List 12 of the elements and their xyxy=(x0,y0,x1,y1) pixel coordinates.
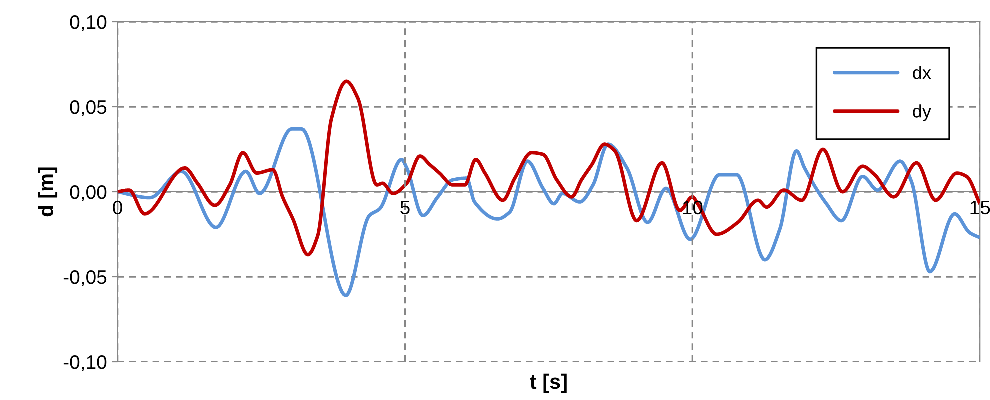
y-tick-label: -0,05 xyxy=(64,270,107,287)
x-tick-label: 5 xyxy=(400,201,410,215)
y-tick-label: -0,10 xyxy=(64,355,107,372)
legend-label: dx xyxy=(913,66,932,80)
legend-label: dy xyxy=(913,104,932,122)
y-tick-label: 0,10 xyxy=(70,15,107,32)
y-tick-label: 0,00 xyxy=(70,185,107,202)
x-axis-title: t [s] xyxy=(530,374,567,394)
y-tick-label: 0,05 xyxy=(70,100,107,117)
x-tick-label: 0 xyxy=(113,200,122,215)
x-tick-label: 15 xyxy=(970,201,990,215)
y-axis-title: d [m] xyxy=(38,168,58,217)
